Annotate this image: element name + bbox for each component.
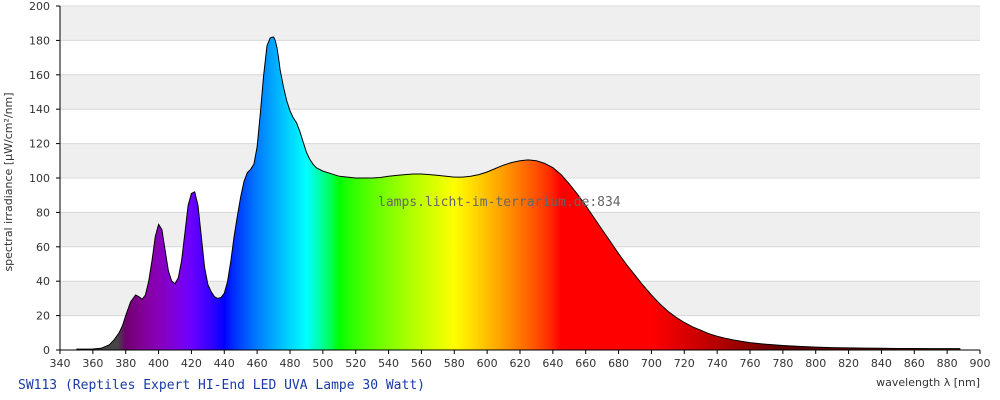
x-axis-ticks: 340 360 380 400 420 440 460 480 500 520 540 560 580 6…	[50, 350, 991, 370]
y-tick-label: 100	[29, 172, 50, 185]
x-tick-label: 540	[378, 357, 399, 370]
x-tick-label: 420	[181, 357, 202, 370]
x-axis-title: wavelength λ [nm]	[876, 376, 980, 389]
x-tick-label: 360	[82, 357, 103, 370]
x-tick-label: 560	[411, 357, 432, 370]
grid-band	[60, 6, 980, 41]
x-tick-label: 760	[740, 357, 761, 370]
x-tick-label: 340	[50, 357, 71, 370]
x-tick-label: 880	[937, 357, 958, 370]
x-tick-label: 660	[575, 357, 596, 370]
spectrum-fill	[76, 37, 961, 350]
watermark: lamps.licht-im-terrarium.de:834	[378, 195, 621, 210]
y-tick-label: 0	[43, 344, 50, 357]
y-tick-label: 200	[29, 0, 50, 13]
y-tick-label: 20	[36, 310, 50, 323]
x-tick-label: 520	[345, 357, 366, 370]
grid-band	[60, 74, 980, 110]
y-axis-ticks: 0 20 40 60 80 100 120 140 160 180 200	[29, 0, 60, 357]
x-tick-label: 400	[148, 357, 169, 370]
x-tick-label: 480	[280, 357, 301, 370]
x-tick-label: 600	[477, 357, 498, 370]
x-tick-label: 680	[608, 357, 629, 370]
y-tick-label: 60	[36, 241, 50, 254]
x-tick-label: 780	[772, 357, 793, 370]
chart-caption: SW113 (Reptiles Expert HI-End LED UVA La…	[18, 378, 425, 393]
x-tick-label: 500	[312, 357, 333, 370]
x-tick-label: 840	[871, 357, 892, 370]
x-tick-label: 640	[542, 357, 563, 370]
spectrum-line	[76, 36, 961, 350]
x-tick-label: 720	[674, 357, 695, 370]
x-tick-label: 380	[115, 357, 136, 370]
x-tick-label: 440	[214, 357, 235, 370]
x-tick-label: 800	[805, 357, 826, 370]
x-tick-label: 460	[247, 357, 268, 370]
y-tick-label: 140	[29, 103, 50, 116]
x-tick-label: 900	[970, 357, 991, 370]
y-tick-label: 160	[29, 69, 50, 82]
x-tick-label: 700	[641, 357, 662, 370]
x-tick-label: 740	[707, 357, 728, 370]
y-tick-label: 40	[36, 275, 50, 288]
y-tick-label: 180	[29, 34, 50, 47]
x-tick-label: 620	[510, 357, 531, 370]
x-tick-label: 820	[838, 357, 859, 370]
grid-band	[60, 40, 980, 75]
y-axis-title: spectral irradiance [µW/cm²/nm]	[2, 92, 15, 271]
y-tick-label: 120	[29, 138, 50, 151]
spectrum-area	[76, 36, 961, 350]
y-tick-label: 80	[36, 206, 50, 219]
x-tick-label: 580	[444, 357, 465, 370]
x-tick-label: 860	[904, 357, 925, 370]
grid-band	[60, 109, 980, 144]
